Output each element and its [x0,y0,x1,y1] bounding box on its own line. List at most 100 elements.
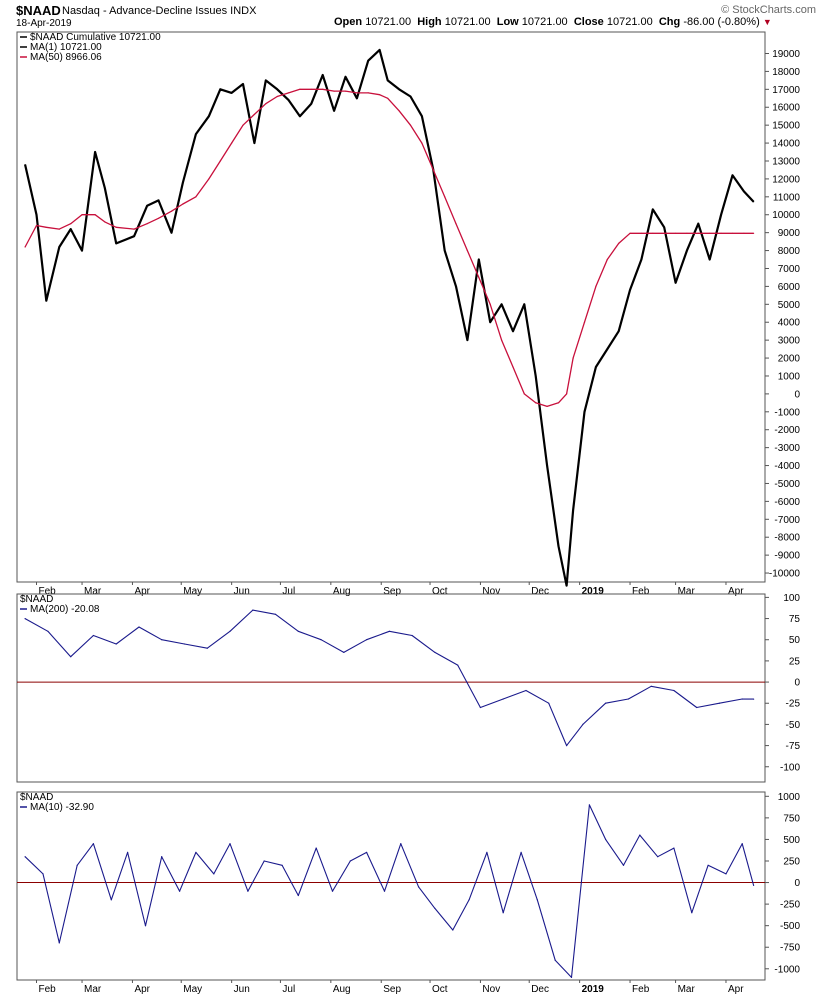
data-point-price [356,97,358,99]
data-point-ma200 [252,609,254,611]
data-point-ma10 [554,959,556,961]
data-point-ma200 [206,647,208,649]
data-point-price [618,242,620,244]
data-point-price [720,214,722,216]
data-point-ma200 [718,702,721,704]
y-tick-label-price: 0 [794,389,800,400]
data-point-ma10 [452,929,454,931]
y-tick-label-price: -6000 [774,497,800,508]
data-point-price [35,214,38,216]
symbol-description: Nasdaq - Advance-Decline Issues INDX [62,5,257,17]
data-point-ma10 [24,856,26,858]
y-tick-label-ma200: 50 [789,635,801,646]
y-tick-label-price: 6000 [778,282,801,293]
y-tick-label-ma10: -250 [780,900,800,911]
data-point-ma10 [383,890,386,892]
data-point-price [432,169,434,171]
open-value: 10721.00 [365,16,412,28]
data-point-ma200 [138,626,140,628]
data-point-price [242,124,244,126]
data-point-ma200 [388,630,390,632]
data-point-price [489,321,491,323]
y-tick-label-price: -7000 [774,515,800,526]
data-point-ma200 [343,651,345,654]
data-point-price [81,250,83,252]
data-point-ma200 [320,639,322,641]
x-tick-label-ma10: Nov [482,984,500,995]
data-point-price [344,76,347,78]
data-point-price [572,357,574,359]
data-point-price [629,232,631,234]
data-point-ma200 [627,698,630,700]
y-tick-label-ma10: -750 [780,943,800,954]
data-point-ma200 [161,639,163,641]
data-point-ma200 [70,656,72,658]
brand-watermark[interactable]: © StockCharts.com [721,4,816,16]
data-point-ma200 [673,689,675,692]
data-point-ma200 [502,698,504,700]
data-point-price [595,366,597,368]
y-tick-label-price: 3000 [778,336,801,347]
data-point-ma10 [247,890,249,892]
data-point-ma10 [468,899,470,901]
y-tick-label-price: 14000 [772,139,800,150]
data-point-price [583,321,586,323]
chart-header: $NAAD Nasdaq - Advance-Decline Issues IN… [16,0,816,30]
data-point-price [583,411,586,413]
data-point-price [697,223,699,225]
data-point-ma200 [92,634,94,637]
y-tick-label-ma200: 75 [789,614,801,625]
data-point-ma200 [741,698,743,700]
x-tick-label-ma10: Mar [84,984,102,995]
y-tick-label-price: 15000 [772,121,800,132]
y-tick-label-ma10: 0 [794,878,800,889]
data-point-ma10 [639,834,641,836]
x-tick-label-ma10: Jul [282,984,295,995]
data-point-price [557,402,560,404]
data-point-price [70,228,72,230]
data-point-ma200 [696,706,698,709]
y-tick-label-ma200: 0 [794,678,800,689]
data-point-ma200 [115,643,117,645]
data-point-ma200 [457,664,459,666]
x-tick-label-price: Jul [282,586,295,597]
data-point-price [743,190,745,192]
data-point-price [322,88,324,90]
y-tick-label-price: 8000 [778,246,801,257]
data-point-ma10 [570,976,573,979]
data-point-price [686,250,688,252]
data-point-price [299,115,301,117]
data-point-price [133,235,135,237]
data-point-price [512,330,514,332]
data-point-price [157,217,160,219]
data-point-price [242,83,244,85]
data-point-price [455,285,457,287]
data-point-price [231,92,233,94]
low-value: 10721.00 [521,16,568,28]
data-point-price [265,103,267,105]
x-tick-label-price: Mar [84,586,102,597]
data-point-ma10 [741,843,743,845]
data-point-ma10 [753,884,755,887]
data-point-price [675,282,677,284]
data-point-price [489,303,491,305]
data-point-price [709,232,711,234]
x-tick-label-price: May [183,586,202,597]
data-point-ma10 [42,873,44,875]
chg-label: Chg [658,16,681,28]
close-value: 10721.00 [606,16,653,28]
data-point-ma200 [24,618,26,620]
x-tick-label-price: Dec [531,586,549,597]
data-point-price [231,142,233,144]
data-point-ma10 [725,873,727,875]
data-point-ma10 [315,847,317,849]
x-tick-label-ma10: Apr [134,984,150,995]
data-point-price [501,339,503,341]
data-point-price [208,115,210,117]
y-tick-label-ma200: -50 [786,720,801,731]
data-point-price [195,133,197,135]
data-point-price [35,224,38,227]
data-point-price [288,92,290,94]
data-point-price [523,303,525,305]
x-tick-label-ma10: Dec [531,984,549,995]
